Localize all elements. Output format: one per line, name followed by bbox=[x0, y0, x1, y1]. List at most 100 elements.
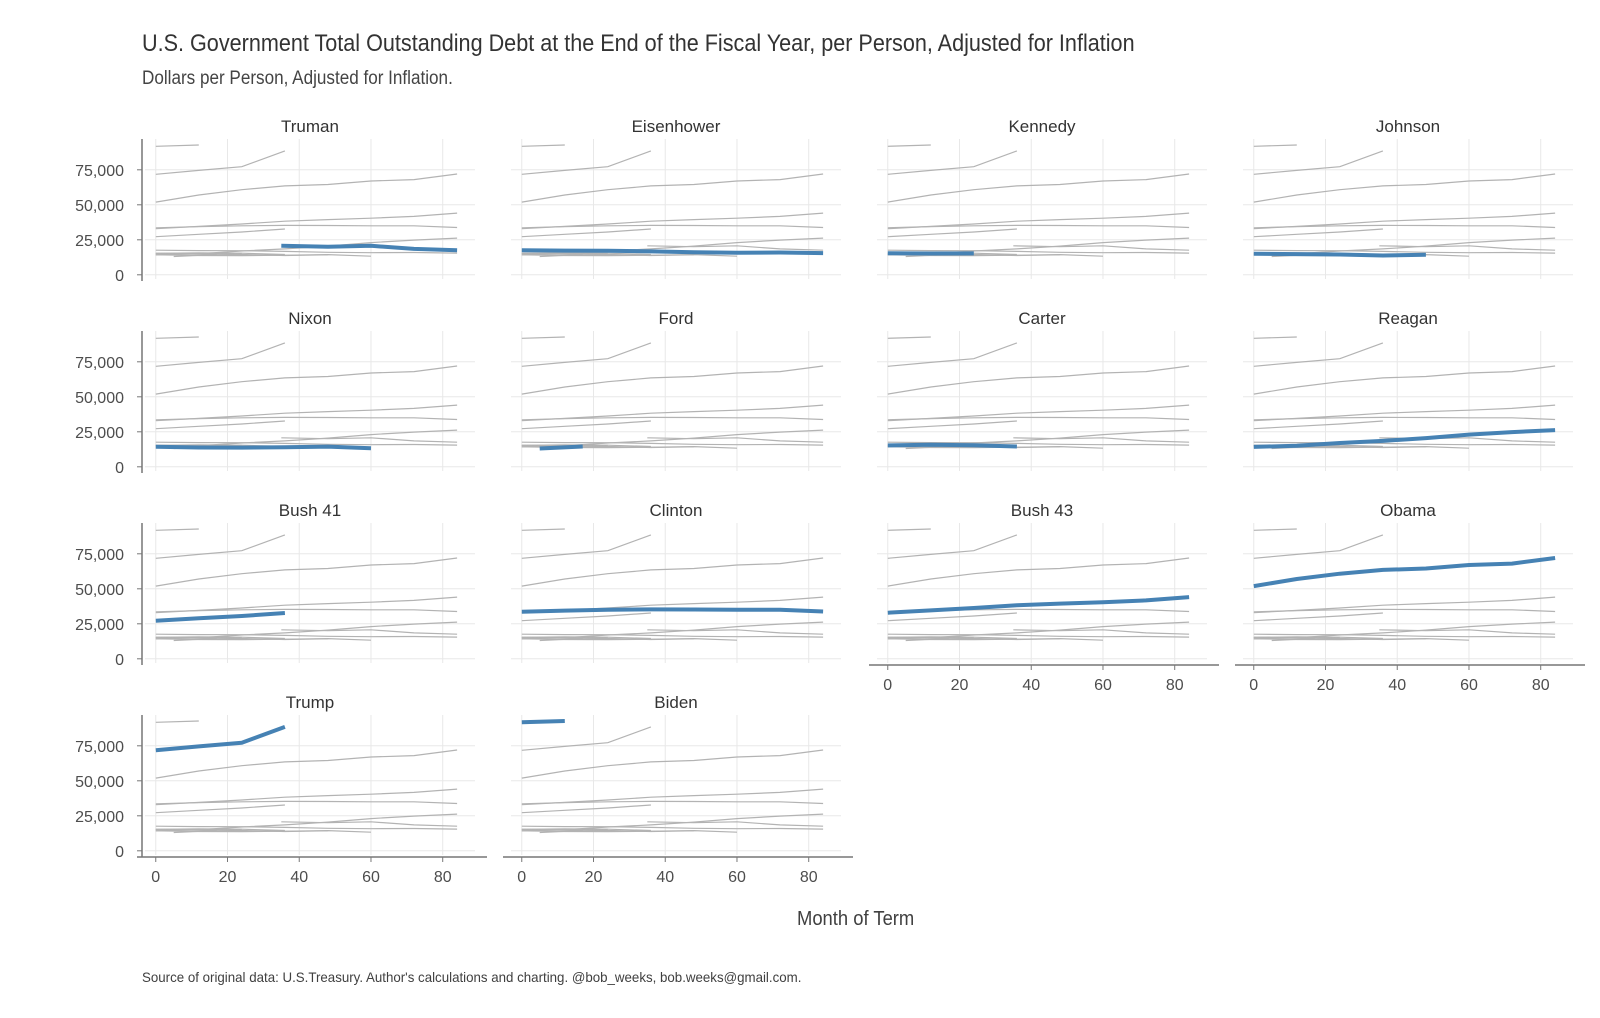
y-tick-label: 0 bbox=[115, 652, 124, 669]
panel-title-kennedy: Kennedy bbox=[1008, 117, 1076, 136]
context-line-eisenhower bbox=[887, 633, 1190, 638]
panel-title-bush-41: Bush 41 bbox=[279, 501, 341, 520]
context-line-ford bbox=[539, 829, 583, 834]
panel-reagan: Reagan bbox=[1243, 309, 1573, 471]
context-line-biden bbox=[521, 144, 565, 147]
panel-ford: Ford bbox=[511, 309, 841, 471]
context-line-reagan bbox=[155, 621, 458, 640]
highlight-line-nixon bbox=[155, 444, 372, 451]
context-line-bush-41 bbox=[1253, 420, 1383, 430]
context-line-eisenhower bbox=[521, 825, 824, 830]
y-tick-label: 25,000 bbox=[75, 233, 124, 250]
context-line-eisenhower bbox=[1253, 441, 1556, 446]
context-line-biden bbox=[1253, 336, 1297, 339]
highlight-line-biden bbox=[521, 719, 565, 725]
context-line-ford bbox=[539, 637, 583, 642]
panel-biden: Biden 0 20 40 60 80 bbox=[503, 693, 853, 886]
context-line-biden bbox=[155, 144, 199, 147]
context-line-obama bbox=[887, 557, 1190, 587]
context-line-obama bbox=[521, 749, 824, 779]
context-line-carter bbox=[521, 252, 651, 256]
context-line-obama bbox=[155, 365, 458, 395]
highlight-line-ford bbox=[539, 444, 583, 451]
context-line-bush-41 bbox=[155, 804, 285, 814]
x-tick-label: 40 bbox=[1388, 677, 1406, 694]
context-line-carter bbox=[887, 636, 1017, 640]
context-line-eisenhower bbox=[521, 441, 824, 446]
context-line-reagan bbox=[521, 237, 824, 256]
context-line-truman bbox=[1379, 629, 1556, 635]
context-line-truman bbox=[1379, 245, 1556, 251]
highlight-line-bush-41 bbox=[155, 611, 286, 623]
context-line-bush-43 bbox=[1253, 212, 1556, 230]
x-tick-label: 60 bbox=[362, 869, 380, 886]
y-tick-label: 0 bbox=[115, 460, 124, 477]
context-line-carter bbox=[155, 636, 285, 640]
context-line-biden bbox=[887, 336, 931, 339]
context-line-trump bbox=[521, 534, 652, 559]
context-line-reagan bbox=[521, 813, 824, 832]
context-line-bush-41 bbox=[887, 420, 1017, 430]
context-line-trump bbox=[1253, 150, 1384, 175]
y-tick-label: 75,000 bbox=[75, 163, 124, 180]
context-line-trump bbox=[521, 342, 652, 367]
context-line-bush-43 bbox=[155, 404, 458, 422]
context-line-obama bbox=[155, 557, 458, 587]
context-line-biden bbox=[887, 144, 931, 147]
chart-subtitle: Dollars per Person, Adjusted for Inflati… bbox=[142, 68, 453, 89]
context-line-bush-41 bbox=[155, 420, 285, 430]
context-line-carter bbox=[155, 828, 285, 832]
context-line-truman bbox=[1013, 629, 1190, 635]
context-line-bush-41 bbox=[155, 228, 285, 238]
context-line-trump bbox=[1253, 342, 1384, 367]
x-tick-label: 60 bbox=[1460, 677, 1478, 694]
highlight-line-eisenhower bbox=[521, 248, 824, 256]
context-line-ford bbox=[539, 253, 583, 258]
x-tick-label: 20 bbox=[1317, 677, 1335, 694]
context-line-bush-43 bbox=[1253, 596, 1556, 614]
context-line-bush-43 bbox=[155, 596, 458, 614]
context-line-trump bbox=[887, 342, 1018, 367]
x-tick-label: 60 bbox=[1094, 677, 1112, 694]
context-line-carter bbox=[521, 828, 651, 832]
context-line-bush-41 bbox=[521, 228, 651, 238]
context-line-ford bbox=[173, 829, 217, 834]
context-line-obama bbox=[521, 173, 824, 203]
panel-title-johnson: Johnson bbox=[1376, 117, 1440, 136]
context-line-bush-41 bbox=[887, 612, 1017, 622]
panel-johnson: Johnson bbox=[1243, 117, 1573, 279]
x-tick-label: 80 bbox=[1532, 677, 1550, 694]
context-line-ford bbox=[173, 253, 217, 258]
context-line-carter bbox=[1253, 636, 1383, 640]
context-line-bush-43 bbox=[521, 212, 824, 230]
context-line-eisenhower bbox=[155, 825, 458, 830]
context-line-obama bbox=[1253, 365, 1556, 395]
highlight-line-truman bbox=[281, 243, 458, 253]
panel-title-obama: Obama bbox=[1380, 501, 1436, 520]
context-line-trump bbox=[521, 150, 652, 175]
highlight-line-carter bbox=[887, 442, 1017, 449]
context-line-carter bbox=[521, 636, 651, 640]
context-line-eisenhower bbox=[1253, 633, 1556, 638]
panel-kennedy: Kennedy bbox=[877, 117, 1207, 279]
context-line-biden bbox=[887, 528, 931, 531]
panel-title-trump: Trump bbox=[286, 693, 335, 712]
x-tick-label: 80 bbox=[434, 869, 452, 886]
highlight-line-bush-43 bbox=[887, 595, 1190, 615]
context-line-biden bbox=[1253, 528, 1297, 531]
y-tick-label: 0 bbox=[115, 268, 124, 285]
x-tick-label: 0 bbox=[517, 869, 526, 886]
source-caption: Source of original data: U.S.Treasury. A… bbox=[142, 969, 802, 985]
y-tick-label: 75,000 bbox=[75, 547, 124, 564]
x-tick-label: 20 bbox=[585, 869, 603, 886]
context-line-eisenhower bbox=[1253, 249, 1556, 254]
y-tick-label: 25,000 bbox=[75, 425, 124, 442]
panel-title-truman: Truman bbox=[281, 117, 339, 136]
panel-carter: Carter bbox=[877, 309, 1207, 471]
context-line-obama bbox=[887, 173, 1190, 203]
highlight-line-obama bbox=[1253, 556, 1556, 589]
context-line-carter bbox=[155, 252, 285, 256]
context-line-biden bbox=[1253, 144, 1297, 147]
panel-title-reagan: Reagan bbox=[1378, 309, 1438, 328]
context-line-bush-43 bbox=[521, 404, 824, 422]
